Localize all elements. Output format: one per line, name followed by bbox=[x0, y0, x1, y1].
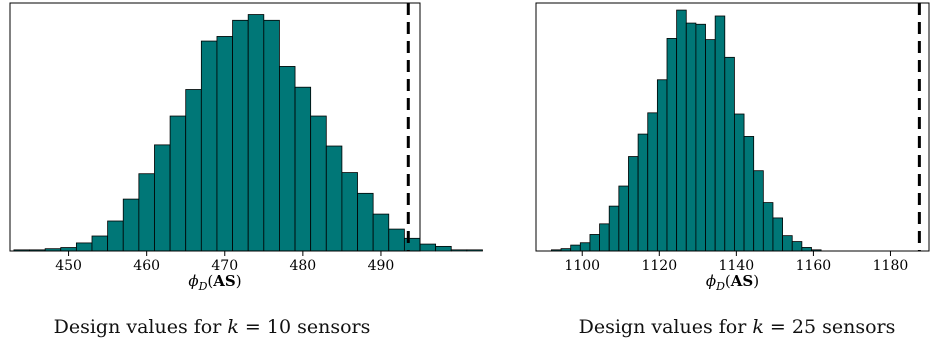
x-tick-label: 1140 bbox=[719, 258, 755, 274]
histogram-bar bbox=[185, 89, 202, 252]
histogram-bar bbox=[435, 245, 452, 252]
caption-prefix: Design values for bbox=[578, 316, 753, 338]
histogram-bar bbox=[714, 15, 726, 252]
caption-k10: Design values for k = 10 sensors bbox=[54, 316, 371, 338]
histogram-bar bbox=[570, 244, 581, 252]
histogram-bar bbox=[628, 156, 639, 252]
caption-k25: Design values for k = 25 sensors bbox=[579, 316, 896, 338]
histogram-bar bbox=[216, 36, 233, 252]
histogram-bar bbox=[60, 247, 77, 252]
histogram-bar bbox=[200, 40, 218, 252]
histogram-bar bbox=[310, 115, 327, 252]
histogram-bar bbox=[122, 198, 140, 252]
caption-var: k bbox=[227, 316, 239, 338]
x-tick-label: 1160 bbox=[796, 258, 832, 274]
caption-rest: = 25 sensors bbox=[763, 316, 896, 338]
histogram-k25: 1100 1120 1140 1160 1180 ϕD(AS) bbox=[535, 2, 930, 293]
histogram-bar bbox=[419, 243, 437, 252]
histogram-bar bbox=[753, 170, 764, 252]
histogram-bar bbox=[263, 19, 280, 252]
histogram-bar bbox=[169, 115, 187, 252]
histogram-bar bbox=[647, 112, 658, 252]
histogram-bar bbox=[341, 172, 358, 252]
histogram-bar bbox=[372, 213, 390, 252]
histogram-bar bbox=[608, 205, 620, 252]
histogram-bar bbox=[138, 173, 155, 252]
histogram-bar bbox=[724, 56, 735, 252]
histogram-bar bbox=[599, 223, 610, 252]
histogram-bar bbox=[325, 145, 343, 252]
histogram-bar bbox=[695, 23, 706, 252]
histogram-bar bbox=[772, 217, 783, 252]
plot-frame bbox=[9, 2, 421, 252]
x-tick-label: 1120 bbox=[641, 258, 677, 274]
histogram-bar bbox=[656, 79, 668, 252]
histogram-bar bbox=[294, 86, 312, 252]
x-tick-label: 1100 bbox=[564, 258, 600, 274]
x-tick-label: 480 bbox=[289, 258, 316, 274]
histogram-bar bbox=[705, 39, 716, 252]
histogram-bar bbox=[247, 14, 265, 252]
caption-prefix: Design values for bbox=[53, 316, 228, 338]
x-tick-label: 1180 bbox=[873, 258, 909, 274]
histogram-bar bbox=[279, 66, 296, 252]
histogram-bar bbox=[388, 228, 405, 252]
x-tick-label: 470 bbox=[211, 258, 238, 274]
x-axis-label: ϕD(AS) bbox=[188, 272, 241, 293]
histogram-bar bbox=[232, 19, 249, 252]
x-tick-label: 460 bbox=[133, 258, 160, 274]
histogram-bar bbox=[685, 22, 697, 252]
histogram-bar bbox=[403, 237, 421, 252]
histogram-bar bbox=[791, 241, 803, 252]
histogram-bar bbox=[637, 133, 649, 252]
histogram-bar bbox=[589, 234, 600, 252]
histogram-bar bbox=[579, 242, 591, 252]
histogram-bar bbox=[91, 235, 109, 252]
histogram-bar bbox=[154, 144, 171, 252]
x-tick-label: 450 bbox=[55, 258, 82, 274]
histogram-bar bbox=[618, 185, 629, 252]
histogram-bar bbox=[450, 249, 468, 252]
x-axis-label: ϕD(AS) bbox=[706, 272, 759, 293]
histogram-bar bbox=[107, 220, 124, 252]
plot-frame bbox=[535, 2, 930, 252]
caption-var: k bbox=[752, 316, 764, 338]
histogram-bar bbox=[676, 9, 687, 252]
caption-rest: = 10 sensors bbox=[238, 316, 371, 338]
histogram-bar bbox=[666, 38, 678, 252]
histogram-bar bbox=[75, 242, 93, 252]
x-tick-label: 490 bbox=[368, 258, 395, 274]
histogram-bar bbox=[466, 249, 483, 252]
histogram-bar bbox=[357, 192, 374, 252]
histogram-bar bbox=[743, 136, 755, 252]
histogram-bar bbox=[762, 202, 774, 252]
histogram-bar bbox=[801, 247, 812, 252]
histogram-bar bbox=[734, 113, 745, 252]
histogram-k10: 450 460 470 480 490 ϕD(AS) bbox=[9, 2, 483, 293]
histogram-bar bbox=[782, 235, 793, 252]
